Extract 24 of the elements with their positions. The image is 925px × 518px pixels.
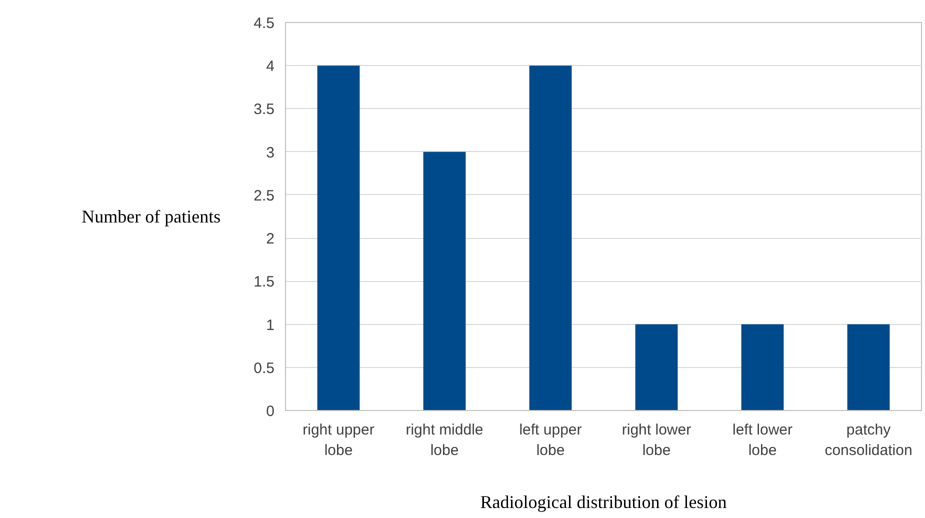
x-tick-label: right upper lobe [302,422,374,459]
y-tick-label: 3 [266,144,274,162]
y-tick-label: 1 [266,316,274,334]
x-tick-label: right middle lobe [406,422,484,459]
x-tick-label: patchy consolidation [824,422,912,459]
bar [741,324,784,410]
bar [529,66,572,410]
x-tick-label: left lower lobe [732,422,793,459]
y-axis-title: Number of patients [82,206,221,226]
bar [635,324,678,410]
bar [317,66,360,410]
x-axis-title: Radiological distribution of lesion [480,492,727,512]
y-tick-label: 1.5 [254,274,275,291]
y-tick-label: 0 [266,403,274,420]
y-tick-label: 3.5 [254,101,275,118]
bar [847,324,890,410]
x-tick-label: left upper lobe [519,422,582,459]
bar [423,152,466,410]
x-tick-label: right lower lobe [622,422,692,459]
y-tick-label: 0.5 [254,360,275,377]
y-tick-label: 2 [266,230,274,248]
y-tick-label: 4.5 [254,15,275,32]
y-tick-label: 2.5 [254,187,275,204]
y-tick-label: 4 [266,58,274,76]
